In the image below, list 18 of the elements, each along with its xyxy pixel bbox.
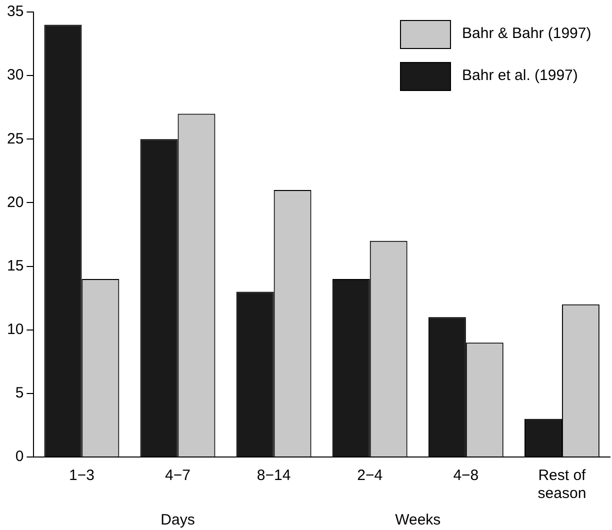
x-tick-label: 2−4 [357, 467, 383, 484]
text: Weeks [395, 512, 441, 529]
legend-label: Bahr & Bahr (1997) [462, 25, 592, 42]
text: Days [160, 512, 195, 529]
x-tick-label: 8−14 [256, 467, 291, 484]
x-tick-label: 1−3 [68, 467, 94, 484]
legend-label: Bahr et al. (1997) [462, 67, 578, 84]
y-tick-label: 35 [6, 3, 24, 20]
y-tick-label: 15 [6, 257, 24, 274]
y-tick-label: 0 [15, 448, 24, 466]
x-tick-label: 4−7 [165, 467, 190, 484]
y-tick-label: 5 [15, 384, 24, 402]
y-tick-label: 20 [6, 194, 24, 211]
x-tick-label: 4−8 [453, 467, 479, 484]
x-tick-label: Rest of season [538, 467, 587, 502]
y-tick-label: 25 [6, 130, 24, 148]
y-tick-label: 10 [6, 321, 24, 338]
y-tick-label: 30 [6, 66, 24, 84]
